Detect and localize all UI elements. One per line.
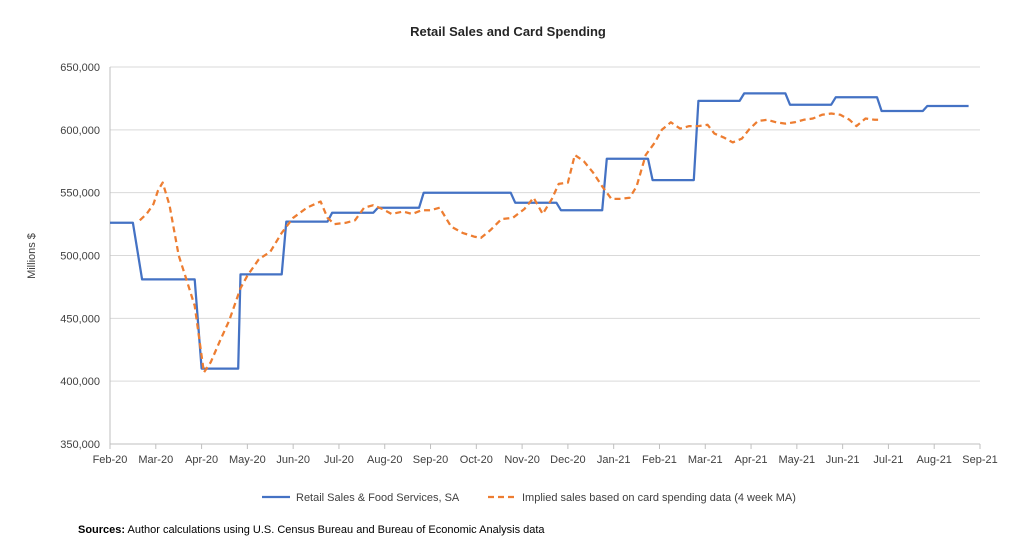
x-tick-label: Nov-20: [504, 454, 539, 466]
series-layer: [110, 92, 969, 374]
x-tick-label: Mar-20: [138, 454, 173, 466]
legend-label: Implied sales based on card spending dat…: [522, 492, 796, 504]
gridlines: [110, 66, 980, 382]
legend: Retail Sales & Food Services, SA Implied …: [262, 492, 796, 504]
x-tick-label: Feb-21: [642, 454, 677, 466]
y-axis: 350,000 400,000 450,000 500,000 550,000 600,0…: [60, 62, 100, 451]
x-tick-label: Sep-21: [962, 454, 997, 466]
x-tick-label: Apr-20: [185, 454, 218, 466]
x-axis: Feb-20 Mar-20 Apr-20 May-20 Jun-20 Jul-20 Aug-…: [93, 67, 998, 466]
x-tick-label: Mar-21: [688, 454, 723, 466]
y-axis-title: Millions $: [26, 233, 38, 279]
x-tick-label: Jun-21: [826, 454, 860, 466]
source-label: Sources:: [78, 524, 126, 536]
chart-title: Retail Sales and Card Spending: [410, 24, 606, 39]
x-tick-label: May-21: [778, 454, 815, 466]
x-tick-label: Jul-21: [873, 454, 903, 466]
x-tick-label: May-20: [229, 454, 266, 466]
y-tick-label: 600,000: [60, 125, 100, 137]
x-tick-label: Jun-20: [276, 454, 310, 466]
series-line-2: [139, 112, 882, 374]
source-text: Author calculations using U.S. Census Bu…: [127, 524, 545, 536]
x-tick-label: Dec-20: [550, 454, 585, 466]
y-tick-label: 400,000: [60, 376, 100, 388]
y-tick-label: 550,000: [60, 188, 100, 200]
y-tick-label: 650,000: [60, 62, 100, 74]
x-tick-label: Oct-20: [460, 454, 493, 466]
x-tick-label: Jul-20: [324, 454, 354, 466]
x-tick-label: Feb-20: [93, 454, 128, 466]
y-tick-label: 450,000: [60, 313, 100, 325]
x-tick-label: Aug-21: [916, 454, 951, 466]
x-tick-label: Aug-20: [367, 454, 402, 466]
x-tick-label: Jan-21: [597, 454, 631, 466]
y-tick-label: 350,000: [60, 439, 100, 451]
series-line-1: [110, 92, 969, 370]
y-tick-label: 500,000: [60, 251, 100, 263]
source-note: Sources: Author calculations using U.S. …: [78, 524, 545, 536]
legend-label: Retail Sales & Food Services, SA: [296, 492, 460, 504]
x-tick-label: Apr-21: [735, 454, 768, 466]
x-tick-label: Sep-20: [413, 454, 448, 466]
